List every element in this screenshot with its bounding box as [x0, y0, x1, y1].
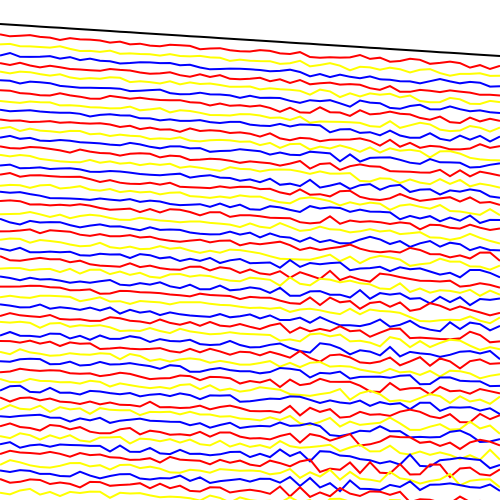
- series-line-8: [0, 100, 500, 133]
- series-line-33: [0, 330, 500, 360]
- series-line-28: [0, 284, 500, 317]
- series-line-21: [0, 217, 500, 252]
- series-line-17: [0, 183, 500, 217]
- series-line-13: [0, 145, 500, 178]
- series-line-2: [0, 42, 500, 77]
- series-line-27: [0, 275, 500, 307]
- series-line-18: [0, 190, 500, 225]
- series-line-34: [0, 339, 500, 370]
- series-line-14: [0, 153, 500, 189]
- series-line-50: [0, 487, 402, 500]
- series-line-25: [0, 255, 500, 289]
- series-line-15: [0, 163, 500, 199]
- series-line-38: [0, 377, 500, 405]
- series-line-23: [0, 237, 500, 271]
- series-layer: [0, 33, 500, 500]
- series-line-37: [0, 367, 500, 396]
- series-line-49: [0, 478, 481, 500]
- series-line-40: [0, 396, 500, 424]
- series-line-20: [0, 210, 500, 245]
- series-line-6: [0, 79, 500, 114]
- series-line-5: [0, 70, 500, 106]
- series-line-16: [0, 171, 500, 206]
- series-line-46: [0, 449, 500, 479]
- series-line-32: [0, 320, 500, 351]
- series-line-30: [0, 303, 500, 333]
- series-line-29: [0, 294, 500, 325]
- series-line-45: [0, 441, 500, 470]
- series-line-48: [0, 469, 500, 493]
- series-line-41: [0, 404, 500, 435]
- boundary-layer: [0, 23, 500, 57]
- series-line-7: [0, 89, 500, 125]
- series-line-35: [0, 348, 500, 380]
- series-line-1: [0, 33, 500, 71]
- series-line-24: [0, 246, 500, 279]
- series-line-43: [0, 422, 500, 451]
- boundary-line: [0, 23, 500, 57]
- series-line-4: [0, 61, 500, 97]
- series-line-44: [0, 432, 500, 461]
- series-line-10: [0, 118, 500, 151]
- series-line-11: [0, 125, 500, 162]
- series-line-3: [0, 51, 500, 88]
- series-line-42: [0, 413, 500, 444]
- series-line-26: [0, 267, 500, 297]
- series-line-12: [0, 134, 500, 169]
- series-line-47: [0, 459, 500, 489]
- series-line-22: [0, 228, 500, 262]
- series-line-31: [0, 312, 500, 344]
- series-line-9: [0, 108, 500, 143]
- series-line-36: [0, 357, 500, 388]
- series-line-19: [0, 199, 500, 232]
- series-line-39: [0, 384, 500, 416]
